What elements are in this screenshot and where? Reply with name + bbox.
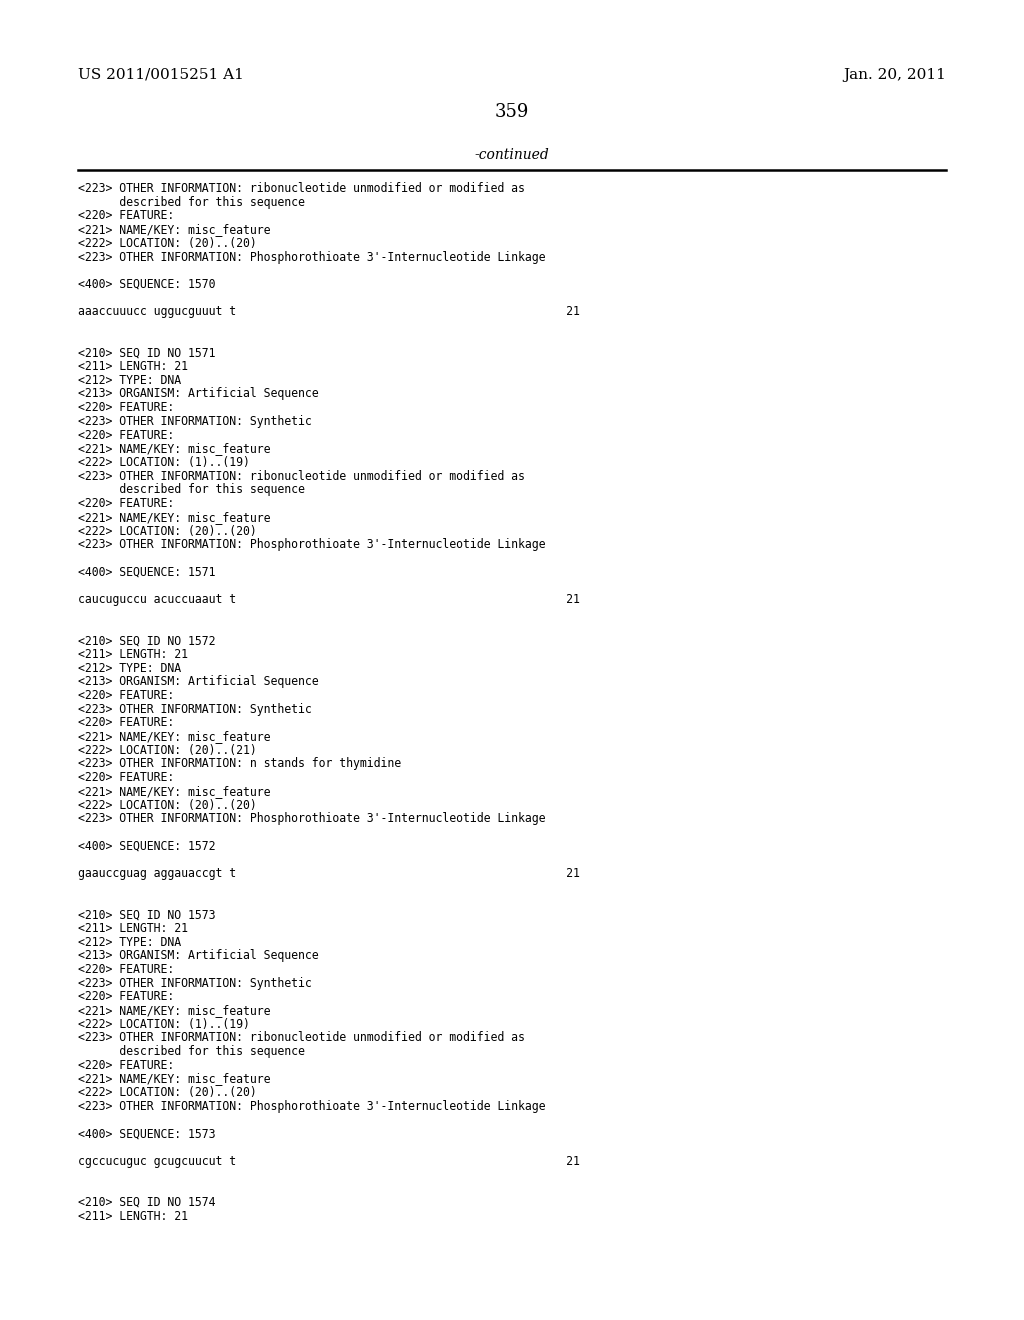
Text: <221> NAME/KEY: misc_feature: <221> NAME/KEY: misc_feature <box>78 785 270 797</box>
Text: <223> OTHER INFORMATION: ribonucleotide unmodified or modified as: <223> OTHER INFORMATION: ribonucleotide … <box>78 470 524 483</box>
Text: <220> FEATURE:: <220> FEATURE: <box>78 990 174 1003</box>
Text: <400> SEQUENCE: 1570: <400> SEQUENCE: 1570 <box>78 279 215 290</box>
Text: <210> SEQ ID NO 1572: <210> SEQ ID NO 1572 <box>78 634 215 647</box>
Text: <210> SEQ ID NO 1571: <210> SEQ ID NO 1571 <box>78 346 215 359</box>
Text: -continued: -continued <box>475 148 549 162</box>
Text: <221> NAME/KEY: misc_feature: <221> NAME/KEY: misc_feature <box>78 223 270 236</box>
Text: <211> LENGTH: 21: <211> LENGTH: 21 <box>78 360 187 374</box>
Text: described for this sequence: described for this sequence <box>78 1045 305 1059</box>
Text: <221> NAME/KEY: misc_feature: <221> NAME/KEY: misc_feature <box>78 1072 270 1085</box>
Text: aaaccuuucc uggucguuut t                                                21: aaaccuuucc uggucguuut t 21 <box>78 305 580 318</box>
Text: <222> LOCATION: (1)..(19): <222> LOCATION: (1)..(19) <box>78 455 250 469</box>
Text: <222> LOCATION: (20)..(20): <222> LOCATION: (20)..(20) <box>78 799 257 812</box>
Text: <220> FEATURE:: <220> FEATURE: <box>78 962 174 975</box>
Text: <223> OTHER INFORMATION: n stands for thymidine: <223> OTHER INFORMATION: n stands for th… <box>78 758 401 771</box>
Text: <222> LOCATION: (20)..(20): <222> LOCATION: (20)..(20) <box>78 524 257 537</box>
Text: <212> TYPE: DNA: <212> TYPE: DNA <box>78 661 181 675</box>
Text: gaauccguag aggauaccgt t                                                21: gaauccguag aggauaccgt t 21 <box>78 867 580 880</box>
Text: <223> OTHER INFORMATION: Phosphorothioate 3'-Internucleotide Linkage: <223> OTHER INFORMATION: Phosphorothioat… <box>78 812 546 825</box>
Text: <220> FEATURE:: <220> FEATURE: <box>78 210 174 222</box>
Text: <223> OTHER INFORMATION: Phosphorothioate 3'-Internucleotide Linkage: <223> OTHER INFORMATION: Phosphorothioat… <box>78 251 546 264</box>
Text: <223> OTHER INFORMATION: Phosphorothioate 3'-Internucleotide Linkage: <223> OTHER INFORMATION: Phosphorothioat… <box>78 1100 546 1113</box>
Text: <220> FEATURE:: <220> FEATURE: <box>78 717 174 729</box>
Text: <213> ORGANISM: Artificial Sequence: <213> ORGANISM: Artificial Sequence <box>78 388 318 400</box>
Text: <221> NAME/KEY: misc_feature: <221> NAME/KEY: misc_feature <box>78 1005 270 1016</box>
Text: <223> OTHER INFORMATION: ribonucleotide unmodified or modified as: <223> OTHER INFORMATION: ribonucleotide … <box>78 182 524 195</box>
Text: <213> ORGANISM: Artificial Sequence: <213> ORGANISM: Artificial Sequence <box>78 949 318 962</box>
Text: <220> FEATURE:: <220> FEATURE: <box>78 1059 174 1072</box>
Text: 359: 359 <box>495 103 529 121</box>
Text: <400> SEQUENCE: 1573: <400> SEQUENCE: 1573 <box>78 1127 215 1140</box>
Text: <211> LENGTH: 21: <211> LENGTH: 21 <box>78 648 187 661</box>
Text: <213> ORGANISM: Artificial Sequence: <213> ORGANISM: Artificial Sequence <box>78 676 318 688</box>
Text: <220> FEATURE:: <220> FEATURE: <box>78 429 174 442</box>
Text: <210> SEQ ID NO 1574: <210> SEQ ID NO 1574 <box>78 1196 215 1209</box>
Text: <220> FEATURE:: <220> FEATURE: <box>78 689 174 702</box>
Text: <221> NAME/KEY: misc_feature: <221> NAME/KEY: misc_feature <box>78 730 270 743</box>
Text: <222> LOCATION: (20)..(20): <222> LOCATION: (20)..(20) <box>78 1086 257 1100</box>
Text: <212> TYPE: DNA: <212> TYPE: DNA <box>78 374 181 387</box>
Text: <211> LENGTH: 21: <211> LENGTH: 21 <box>78 921 187 935</box>
Text: <210> SEQ ID NO 1573: <210> SEQ ID NO 1573 <box>78 908 215 921</box>
Text: US 2011/0015251 A1: US 2011/0015251 A1 <box>78 69 244 82</box>
Text: <223> OTHER INFORMATION: Synthetic: <223> OTHER INFORMATION: Synthetic <box>78 414 311 428</box>
Text: <222> LOCATION: (1)..(19): <222> LOCATION: (1)..(19) <box>78 1018 250 1031</box>
Text: <223> OTHER INFORMATION: Phosphorothioate 3'-Internucleotide Linkage: <223> OTHER INFORMATION: Phosphorothioat… <box>78 539 546 552</box>
Text: <221> NAME/KEY: misc_feature: <221> NAME/KEY: misc_feature <box>78 442 270 455</box>
Text: cgccucuguc gcugcuucut t                                                21: cgccucuguc gcugcuucut t 21 <box>78 1155 580 1168</box>
Text: <220> FEATURE:: <220> FEATURE: <box>78 771 174 784</box>
Text: <400> SEQUENCE: 1572: <400> SEQUENCE: 1572 <box>78 840 215 853</box>
Text: caucuguccu acuccuaaut t                                                21: caucuguccu acuccuaaut t 21 <box>78 593 580 606</box>
Text: <221> NAME/KEY: misc_feature: <221> NAME/KEY: misc_feature <box>78 511 270 524</box>
Text: <400> SEQUENCE: 1571: <400> SEQUENCE: 1571 <box>78 565 215 578</box>
Text: <222> LOCATION: (20)..(21): <222> LOCATION: (20)..(21) <box>78 743 257 756</box>
Text: <220> FEATURE:: <220> FEATURE: <box>78 401 174 414</box>
Text: Jan. 20, 2011: Jan. 20, 2011 <box>844 69 946 82</box>
Text: <223> OTHER INFORMATION: Synthetic: <223> OTHER INFORMATION: Synthetic <box>78 977 311 990</box>
Text: <211> LENGTH: 21: <211> LENGTH: 21 <box>78 1209 187 1222</box>
Text: <212> TYPE: DNA: <212> TYPE: DNA <box>78 936 181 949</box>
Text: <222> LOCATION: (20)..(20): <222> LOCATION: (20)..(20) <box>78 236 257 249</box>
Text: described for this sequence: described for this sequence <box>78 483 305 496</box>
Text: <223> OTHER INFORMATION: Synthetic: <223> OTHER INFORMATION: Synthetic <box>78 702 311 715</box>
Text: described for this sequence: described for this sequence <box>78 195 305 209</box>
Text: <223> OTHER INFORMATION: ribonucleotide unmodified or modified as: <223> OTHER INFORMATION: ribonucleotide … <box>78 1031 524 1044</box>
Text: <220> FEATURE:: <220> FEATURE: <box>78 498 174 510</box>
